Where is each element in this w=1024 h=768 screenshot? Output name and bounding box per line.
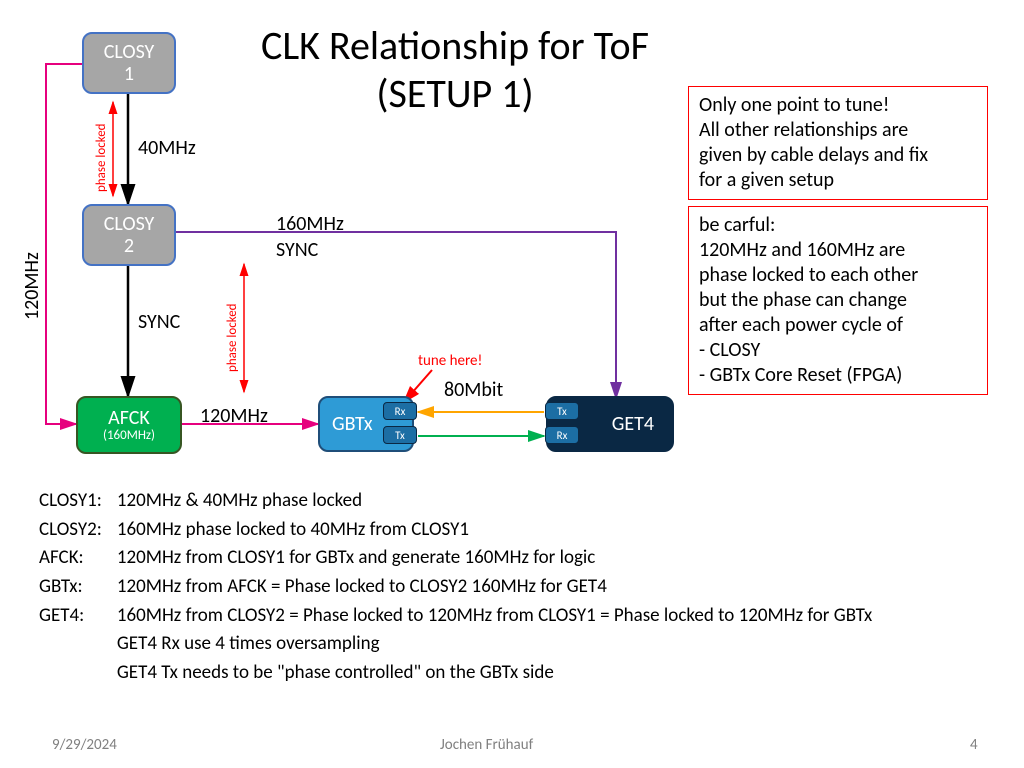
closy1-label1: CLOSY [104,41,155,63]
note-box-2: be carful: 120MHz and 160MHz are phase l… [688,206,988,395]
label-120mhz-side: 120MHz [20,252,44,320]
get4-rx-port: Rx [545,426,579,444]
label-40mhz: 40MHz [138,136,196,160]
page-title: CLK Relationship for ToF (SETUP 1) [215,22,695,118]
description-list: CLOSY1:120MHz & 40MHz phase locked CLOSY… [36,486,996,689]
gbtx-label: GBTx [332,413,373,435]
closy2-label1: CLOSY [104,213,155,235]
node-afck: AFCK (160MHz) [76,396,182,454]
footer-date: 9/29/2024 [52,736,117,754]
node-closy1: CLOSY 1 [82,32,176,94]
closy1-label2: 1 [124,63,134,85]
gbtx-rx-port: Rx [383,402,417,420]
label-160mhz: 160MHz [276,212,344,236]
gbtx-tx-port: Tx [383,426,417,444]
label-phaselocked-1: phase locked [94,123,109,192]
label-sync2: SYNC [276,238,318,262]
get4-label: GET4 [612,413,654,435]
closy2-label2: 2 [124,235,134,257]
label-sync1: SYNC [138,310,180,334]
label-tune-here: tune here! [418,352,482,370]
footer-page: 4 [970,736,978,754]
title-line2: (SETUP 1) [376,69,533,118]
label-80mbit: 80Mbit [444,378,503,402]
afck-label2: (160MHz) [103,429,155,443]
node-closy2: CLOSY 2 [82,204,176,266]
get4-tx-port: Tx [545,402,579,420]
label-120mhz: 120MHz [200,404,268,428]
title-line1: CLK Relationship for ToF [261,21,649,70]
label-phaselocked-2: phase locked [225,303,240,372]
afck-label1: AFCK [108,407,150,429]
footer-author: Jochen Frühauf [440,736,533,754]
note-box-1: Only one point to tune! All other relati… [688,86,988,200]
